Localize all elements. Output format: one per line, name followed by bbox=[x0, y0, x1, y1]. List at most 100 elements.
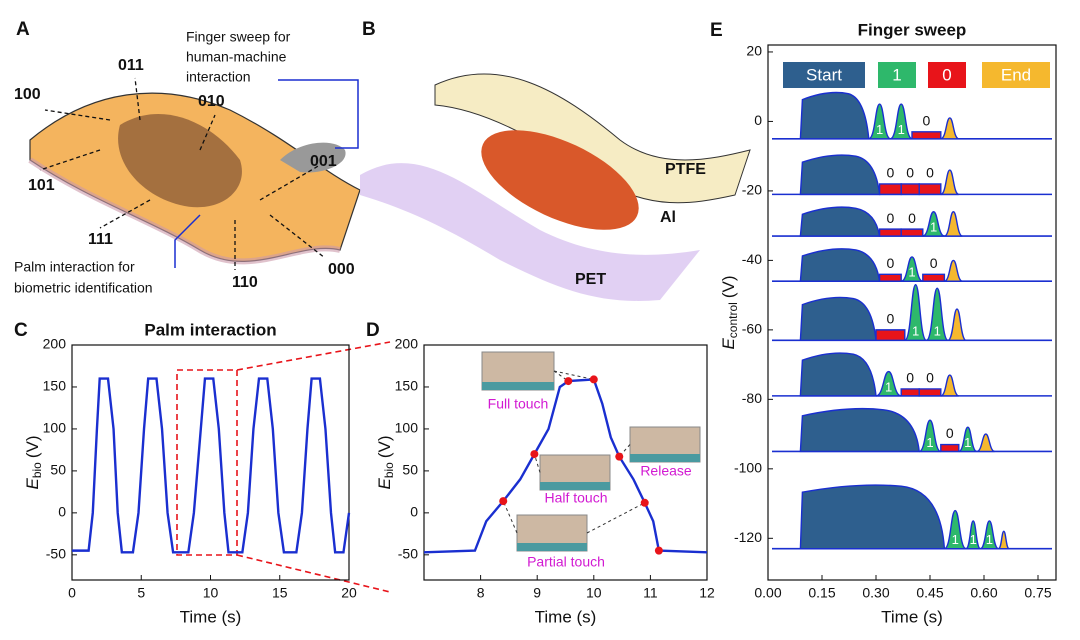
code-segment bbox=[940, 443, 960, 453]
y-tick-label: 20 bbox=[746, 43, 762, 59]
panel-letter: A bbox=[16, 19, 30, 40]
y-tick-label: -100 bbox=[734, 460, 762, 476]
code: 110 bbox=[232, 274, 258, 291]
code-segment bbox=[900, 228, 924, 237]
segment-label: 0 bbox=[923, 113, 931, 129]
code-segment bbox=[918, 419, 942, 453]
code-segment bbox=[878, 273, 902, 282]
code-segment bbox=[799, 154, 881, 196]
code-segment bbox=[940, 117, 960, 140]
x-tick-label: 0.00 bbox=[754, 585, 781, 601]
code-segment bbox=[940, 374, 960, 397]
x-axis-label: Time (s) bbox=[881, 607, 943, 626]
sheet-edge bbox=[28, 157, 341, 265]
segment-label: 0 bbox=[906, 165, 914, 181]
y-tick-label: 150 bbox=[43, 378, 67, 394]
legend-swatch bbox=[928, 62, 966, 88]
segment-label: 0 bbox=[887, 311, 895, 327]
y-label-subscript: bio bbox=[382, 462, 396, 478]
photo-surface bbox=[630, 454, 700, 462]
y-label-symbol: E bbox=[719, 338, 738, 350]
segment-label: 1 bbox=[876, 122, 883, 137]
marker bbox=[640, 498, 649, 507]
connector bbox=[586, 502, 645, 534]
x-tick-label: 10 bbox=[586, 585, 602, 601]
y-tick-label: 200 bbox=[395, 336, 419, 352]
connector bbox=[502, 500, 518, 534]
marker bbox=[615, 452, 624, 461]
code: 100 bbox=[14, 86, 41, 103]
x-axis-label: Time (s) bbox=[180, 607, 242, 626]
legend-swatch bbox=[982, 62, 1050, 88]
note: biometric identification bbox=[14, 280, 153, 296]
panel-letter: E bbox=[710, 20, 723, 41]
legend-swatch bbox=[783, 62, 865, 88]
panel-b-illustration: B PTFE Al PET bbox=[360, 19, 751, 301]
panel-a-illustration: A Finger sweep for human-machine interac… bbox=[14, 19, 361, 296]
code: 101 bbox=[28, 177, 55, 194]
finger bbox=[280, 142, 346, 173]
layer-label: PET bbox=[575, 271, 606, 288]
photo-surface bbox=[540, 482, 610, 490]
x-tick-label: 11 bbox=[643, 585, 658, 601]
x-axis-label: Time (s) bbox=[535, 607, 597, 626]
code: 011 bbox=[118, 57, 144, 74]
note: interaction bbox=[186, 69, 251, 85]
note: Finger sweep for bbox=[186, 29, 291, 45]
x-tick-label: 0.75 bbox=[1024, 585, 1051, 601]
segment-label: 1 bbox=[898, 122, 905, 137]
y-tick-label: -40 bbox=[742, 251, 762, 267]
x-tick-label: 12 bbox=[699, 585, 715, 601]
zoom-box bbox=[176, 341, 391, 593]
code: 010 bbox=[198, 93, 225, 110]
code-segment bbox=[958, 426, 978, 453]
y-label-subscript: bio bbox=[30, 462, 44, 478]
code-segment bbox=[799, 407, 920, 453]
x-tick-label: 10 bbox=[203, 585, 219, 601]
code-segment bbox=[944, 211, 963, 237]
photo-surface bbox=[517, 543, 587, 551]
code-segment bbox=[947, 308, 967, 341]
code-segment bbox=[922, 211, 945, 237]
callout-line bbox=[174, 214, 201, 268]
panel-letter: C bbox=[14, 320, 28, 341]
marker bbox=[589, 375, 598, 384]
code-segment bbox=[925, 287, 949, 341]
plot-frame bbox=[767, 44, 1057, 581]
legend-label: 1 bbox=[892, 65, 901, 84]
code-segment bbox=[918, 388, 942, 397]
note: human-machine bbox=[186, 49, 287, 65]
code-segment bbox=[904, 284, 928, 341]
legend-swatch bbox=[878, 62, 916, 88]
arrows bbox=[39, 77, 326, 270]
y-label-symbol: E bbox=[23, 478, 42, 490]
code-segment bbox=[980, 520, 999, 550]
y-tick-label: 0 bbox=[754, 112, 762, 128]
y-tick-label: -50 bbox=[398, 546, 418, 562]
segment-label: 0 bbox=[906, 370, 914, 386]
y-tick-label: 50 bbox=[402, 462, 418, 478]
segment-label: 1 bbox=[926, 435, 933, 450]
marker bbox=[654, 546, 663, 555]
code-segment bbox=[943, 509, 967, 550]
code-segment bbox=[918, 183, 942, 196]
code-segment bbox=[922, 273, 946, 282]
segment-label: 1 bbox=[930, 220, 937, 235]
y-label-unit: (V) bbox=[375, 435, 394, 458]
x-tick-label: 8 bbox=[477, 585, 485, 601]
note: Palm interaction for bbox=[14, 259, 135, 275]
code-segment bbox=[799, 206, 881, 237]
code-segment bbox=[875, 329, 906, 341]
segment-label: 1 bbox=[970, 532, 977, 547]
code-segment bbox=[878, 183, 902, 196]
plot-frame bbox=[71, 344, 350, 581]
y-tick-label: 100 bbox=[395, 420, 419, 436]
plot-frame bbox=[423, 344, 708, 581]
x-tick-label: 0.15 bbox=[808, 585, 835, 601]
legend-label: Start bbox=[806, 65, 842, 84]
code-segment bbox=[965, 520, 982, 550]
code-segment bbox=[900, 388, 920, 397]
code-segment bbox=[799, 91, 870, 140]
code-segment bbox=[900, 183, 920, 196]
